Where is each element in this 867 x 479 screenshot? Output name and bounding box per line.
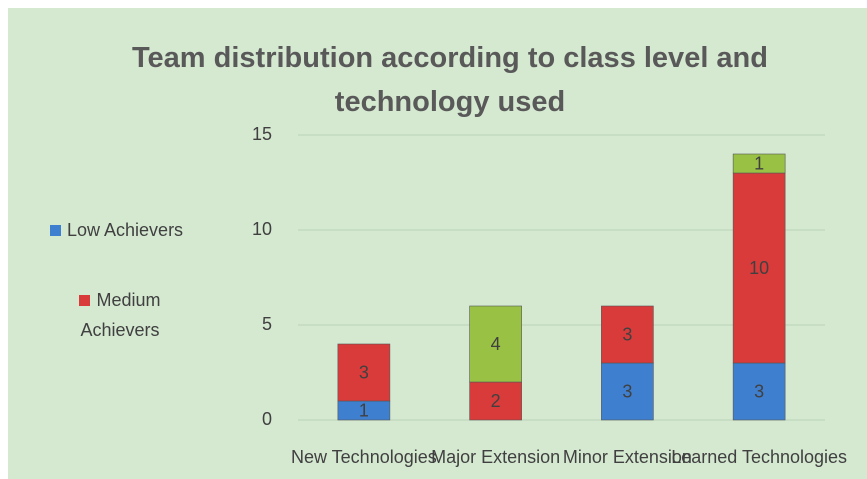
x-tick-label: New Technologies: [291, 447, 437, 467]
legend-item: Medium Achievers: [50, 285, 190, 345]
legend-item: Low Achievers: [50, 215, 220, 245]
bar-segment: [601, 362, 654, 421]
legend-label: Medium Achievers: [80, 290, 161, 340]
bar-segment: [469, 305, 522, 383]
data-label: 2: [491, 391, 501, 411]
x-tick-label: Learned Technologies: [671, 447, 847, 467]
chart-title: Team distribution according to class lev…: [131, 42, 768, 118]
data-label: 3: [359, 362, 369, 382]
data-label: 3: [754, 381, 764, 401]
y-tick-label: 15: [252, 124, 272, 144]
y-tick-label: 5: [262, 314, 272, 334]
chart-area: [8, 8, 867, 479]
bar-segment: [732, 362, 786, 421]
y-tick-label: 0: [262, 409, 272, 429]
legend-swatch: [50, 225, 61, 236]
legend-swatch: [79, 295, 91, 306]
data-label: 4: [491, 334, 501, 354]
x-tick-label: Minor Extension: [563, 447, 692, 467]
data-label: 1: [359, 400, 369, 420]
legend-label: Low Achievers: [67, 220, 184, 240]
bar-segment: [337, 343, 391, 402]
data-label: 3: [622, 381, 632, 401]
data-label: 3: [622, 324, 632, 344]
y-tick-label: 10: [252, 219, 272, 239]
data-label: 10: [749, 258, 769, 278]
bar-segment: [732, 153, 786, 174]
x-tick-label: Major Extension: [431, 447, 560, 467]
data-label: 1: [754, 153, 764, 173]
bar-segment: [601, 305, 654, 364]
bar-segment: [732, 172, 786, 364]
